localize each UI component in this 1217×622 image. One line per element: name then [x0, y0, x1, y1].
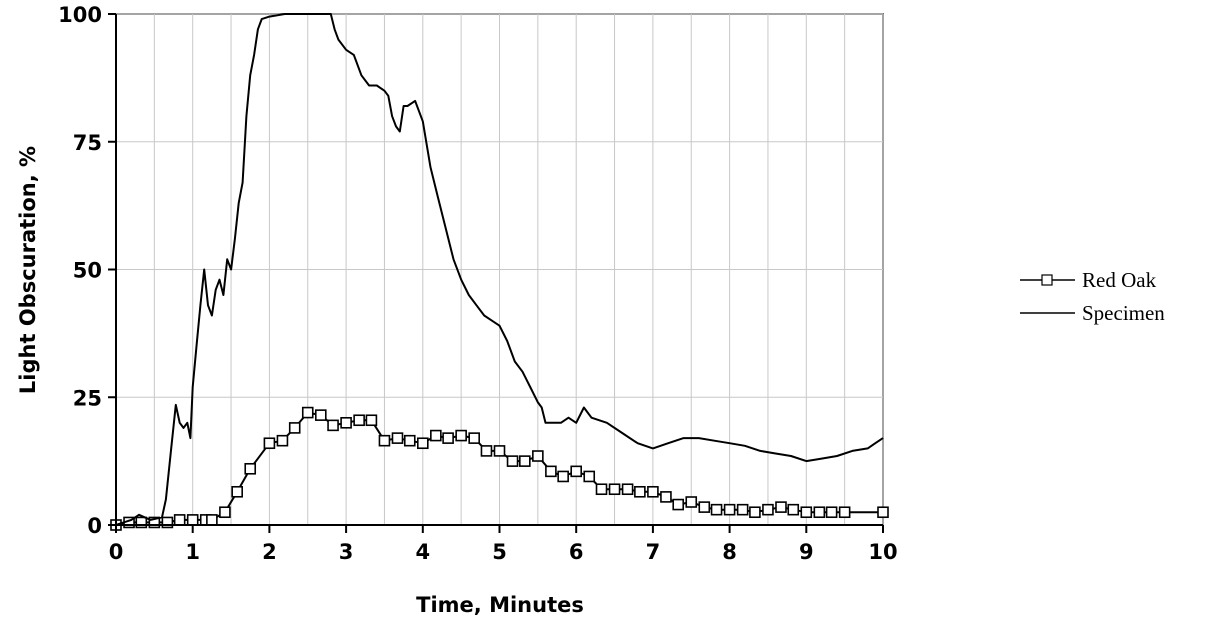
- data-point-red-oak-54: [800, 506, 813, 519]
- data-point-red-oak-53: [787, 503, 800, 516]
- data-point-red-oak-19: [353, 414, 365, 427]
- y-tick-label-2: 50: [73, 259, 102, 283]
- x-tick-label-5: 5: [492, 540, 507, 564]
- data-point-red-oak-31: [506, 455, 519, 467]
- y-axis-title: Light Obscuration, %: [16, 146, 40, 394]
- data-point-red-oak-47: [710, 503, 723, 516]
- data-point-red-oak-4: [161, 516, 174, 529]
- data-point-red-oak-9: [219, 506, 231, 519]
- x-tick-label-7: 7: [646, 540, 661, 564]
- y-tick-label-0: 0: [87, 514, 102, 538]
- x-tick-label-1: 1: [185, 540, 200, 564]
- x-tick-label-2: 2: [262, 540, 277, 564]
- data-point-red-oak-40: [621, 483, 634, 496]
- data-point-red-oak-8: [206, 514, 218, 526]
- x-tick-label-6: 6: [569, 540, 584, 564]
- data-point-red-oak-49: [736, 503, 749, 516]
- data-point-red-oak-50: [749, 506, 761, 519]
- data-point-red-oak-51: [762, 503, 774, 516]
- data-point-red-oak-25: [430, 429, 442, 442]
- data-point-red-oak-20: [365, 414, 378, 427]
- data-point-red-oak-56: [825, 506, 838, 519]
- x-tick-label-3: 3: [339, 540, 354, 564]
- y-tick-label-1: 25: [73, 386, 102, 410]
- data-point-red-oak-26: [442, 432, 454, 444]
- legend-label-specimen: Specimen: [1082, 301, 1165, 325]
- data-point-red-oak-33: [532, 450, 544, 462]
- data-point-red-oak-38: [595, 483, 608, 496]
- series-line-specimen: [115, 13, 884, 526]
- data-point-red-oak-44: [672, 498, 685, 511]
- data-point-red-oak-23: [403, 434, 416, 447]
- data-point-red-oak-12: [263, 437, 276, 450]
- data-point-red-oak-55: [813, 506, 826, 519]
- legend-label-red-oak: Red Oak: [1082, 268, 1157, 292]
- data-point-red-oak-42: [647, 485, 659, 498]
- y-tick-label-4: 100: [58, 3, 102, 27]
- data-point-red-oak-52: [775, 501, 787, 513]
- data-point-red-oak-29: [480, 445, 493, 457]
- data-point-red-oak-16: [314, 409, 327, 421]
- data-point-red-oak-57: [838, 506, 851, 519]
- data-point-red-oak-36: [570, 465, 583, 478]
- data-point-red-oak-14: [288, 422, 301, 434]
- data-point-red-oak-37: [583, 470, 596, 483]
- data-point-red-oak-58: [877, 506, 889, 519]
- data-point-red-oak-41: [634, 485, 646, 498]
- data-point-red-oak-21: [378, 434, 391, 447]
- x-tick-label-0: 0: [109, 540, 124, 564]
- x-tick-label-8: 8: [722, 540, 737, 564]
- data-point-red-oak-35: [557, 470, 569, 483]
- y-tick-label-3: 75: [73, 131, 102, 155]
- series-lines: [110, 13, 889, 531]
- data-point-red-oak-27: [455, 429, 467, 442]
- data-point-red-oak-17: [327, 419, 339, 432]
- data-point-red-oak-39: [608, 483, 621, 496]
- data-point-red-oak-32: [519, 455, 531, 467]
- data-point-red-oak-28: [468, 432, 480, 444]
- data-point-red-oak-43: [660, 491, 672, 503]
- data-point-red-oak-45: [685, 496, 698, 508]
- data-point-red-oak-11: [244, 462, 257, 475]
- data-point-red-oak-24: [416, 437, 429, 450]
- legend-marker-red-oak: [1041, 274, 1053, 286]
- data-point-red-oak-10: [231, 485, 243, 498]
- x-axis-title: Time, Minutes: [416, 593, 584, 617]
- data-point-red-oak-34: [545, 465, 557, 478]
- x-tick-label-10: 10: [868, 540, 897, 564]
- x-tick-label-4: 4: [415, 540, 430, 564]
- data-point-red-oak-46: [698, 501, 711, 513]
- data-point-red-oak-5: [173, 514, 186, 526]
- data-point-red-oak-48: [723, 503, 736, 516]
- data-point-red-oak-2: [135, 516, 148, 529]
- data-point-red-oak-15: [301, 406, 314, 419]
- data-point-red-oak-6: [186, 514, 199, 526]
- data-point-red-oak-30: [493, 445, 506, 457]
- data-point-red-oak-13: [276, 434, 289, 447]
- data-point-red-oak-22: [391, 432, 404, 444]
- x-tick-label-9: 9: [799, 540, 814, 564]
- data-point-red-oak-3: [148, 516, 161, 529]
- data-point-red-oak-18: [340, 416, 352, 429]
- legend: Red Oak Specimen: [1020, 268, 1165, 325]
